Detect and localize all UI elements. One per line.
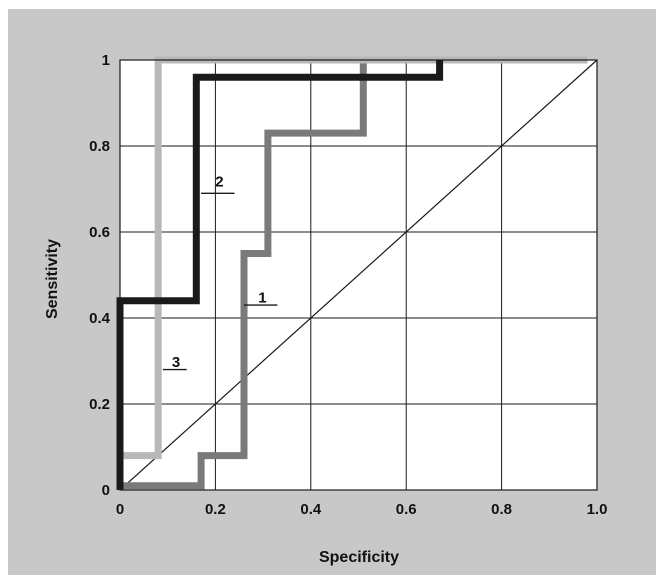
x-axis-title: Specificity	[319, 549, 399, 566]
y-tick-label-2: 0.4	[89, 310, 111, 327]
curve-label-2: 2	[215, 173, 223, 190]
x-tick-label-2: 0.4	[300, 501, 322, 518]
y-tick-label-3: 0.6	[89, 224, 110, 241]
curve-label-3: 3	[172, 354, 180, 371]
y-tick-label-0: 0	[102, 482, 110, 499]
plot-frame	[119, 59, 598, 491]
x-tick-label-5: 1.0	[587, 501, 608, 518]
y-tick-label-4: 0.8	[89, 138, 110, 155]
reference-diagonal	[119, 59, 598, 491]
x-tick-label-4: 0.8	[491, 501, 512, 518]
tick-labels: 0 0.2 0.4 0.6 0.8 1.0 0 0.2 0.4 0.6 0.8 1	[89, 52, 607, 518]
y-axis-title: Sensitivity	[44, 239, 61, 319]
series-1-line	[120, 60, 367, 490]
roc-chart: 0 0.2 0.4 0.6 0.8 1.0 0 0.2 0.4 0.6 0.8 1 2 1 3 Speci…	[44, 52, 607, 566]
y-tick-label-1: 0.2	[89, 396, 110, 413]
curve-label-1: 1	[258, 290, 266, 307]
y-tick-label-5: 1	[102, 52, 110, 69]
reference-line	[119, 59, 598, 491]
x-tick-label-3: 0.6	[396, 501, 417, 518]
curve-annotations: 2 1 3	[162, 173, 278, 371]
x-tick-label-1: 0.2	[205, 501, 226, 518]
chart-figure: 0 0.2 0.4 0.6 0.8 1.0 0 0.2 0.4 0.6 0.8 1 2 1 3 Speci…	[8, 9, 656, 575]
x-tick-label-0: 0	[116, 501, 124, 518]
